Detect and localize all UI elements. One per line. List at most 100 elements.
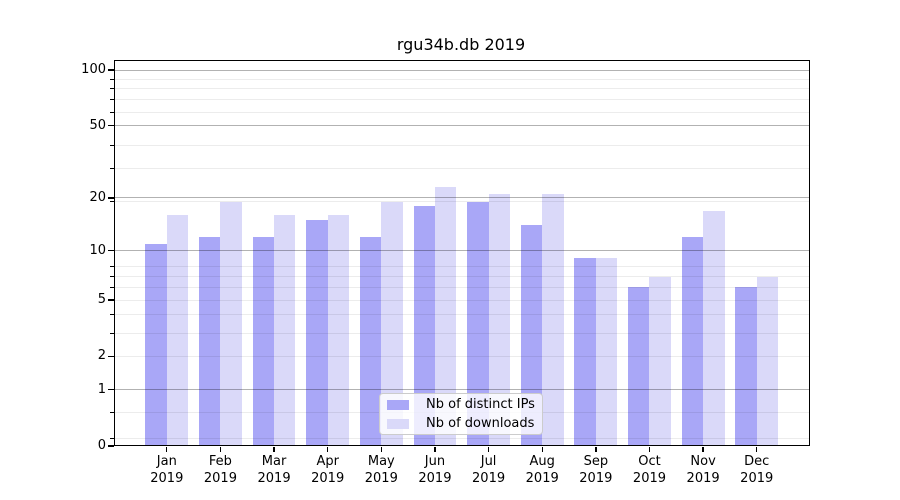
x-tick-label: Jan 2019	[150, 454, 184, 486]
bar	[381, 201, 403, 446]
gridline-minor	[113, 437, 810, 439]
gridline-major	[113, 125, 810, 127]
gridline-minor	[113, 266, 810, 268]
bar	[628, 287, 650, 446]
y-tick-label: 0	[97, 438, 106, 453]
x-tick-label: Apr 2019	[311, 454, 345, 486]
x-tick	[541, 446, 543, 452]
y-minor-tick	[110, 111, 114, 113]
bar	[413, 206, 435, 446]
x-tick-label: Jun 2019	[418, 454, 452, 486]
y-tick-label: 10	[89, 242, 106, 258]
y-minor-tick	[110, 332, 114, 334]
bar	[220, 201, 242, 446]
gridline-minor	[113, 276, 810, 278]
bar	[359, 237, 382, 446]
y-tick	[108, 249, 114, 252]
x-tick	[434, 446, 436, 452]
gridline-minor	[113, 88, 810, 90]
gridline-minor	[113, 78, 810, 80]
legend: Nb of distinct IPs Nb of downloads	[379, 393, 543, 435]
bar	[756, 276, 779, 446]
bar	[488, 194, 511, 446]
y-tick-label: 2	[97, 348, 106, 364]
y-minor-tick	[110, 99, 114, 101]
x-tick	[380, 446, 382, 452]
legend-swatch-distinct-ips	[387, 399, 409, 410]
y-minor-tick	[110, 355, 114, 357]
y-tick-label: 20	[89, 189, 106, 205]
bar	[574, 258, 596, 446]
gridline-minor	[113, 332, 810, 334]
y-tick-label: 50	[89, 117, 106, 133]
gridline-minor	[113, 355, 810, 357]
bar	[306, 220, 328, 446]
x-tick-label: Jul 2019	[472, 454, 506, 486]
x-tick-label: Oct 2019	[632, 454, 667, 486]
bar	[467, 201, 489, 446]
x-tick-label: Aug 2019	[525, 454, 559, 486]
bar	[166, 215, 189, 446]
gridline-minor	[113, 144, 810, 146]
gridline-minor	[113, 111, 810, 113]
y-minor-tick	[110, 144, 114, 146]
y-minor-tick	[110, 266, 114, 268]
y-minor-tick	[110, 314, 114, 316]
legend-item: Nb of downloads	[380, 416, 542, 432]
bar	[520, 225, 543, 446]
bar	[735, 287, 757, 446]
y-tick	[108, 69, 114, 71]
bars-layer	[114, 60, 810, 446]
legend-swatch-downloads	[387, 418, 409, 429]
x-tick-label: Mar 2019	[257, 454, 291, 486]
x-tick	[756, 446, 758, 452]
gridline-minor	[113, 99, 810, 101]
bar	[595, 258, 618, 446]
bar	[434, 187, 457, 446]
y-minor-tick	[110, 412, 114, 414]
y-tick-label: 1	[97, 381, 106, 397]
x-tick	[273, 446, 275, 452]
bar	[252, 237, 275, 446]
x-tick	[648, 446, 651, 452]
y-tick-label: 100	[81, 62, 106, 77]
x-tick-label: Nov 2019	[686, 454, 720, 486]
y-minor-tick	[110, 78, 114, 80]
gridline-minor	[113, 314, 810, 316]
bar	[649, 276, 671, 446]
legend-label: Nb of downloads	[426, 416, 535, 431]
bar	[274, 215, 296, 446]
bar	[703, 210, 725, 446]
gridline-minor	[113, 299, 810, 301]
x-tick-label: Feb 2019	[203, 454, 237, 486]
y-tick-label: 5	[97, 292, 106, 308]
x-tick	[702, 446, 704, 452]
y-minor-tick	[110, 286, 114, 288]
y-tick	[108, 124, 114, 127]
y-minor-tick	[110, 437, 114, 439]
chart-title: rgu34b.db 2019	[396, 35, 526, 54]
x-tick-label: May 2019	[364, 454, 398, 486]
bar	[198, 237, 221, 446]
x-tick	[166, 446, 168, 452]
gridline-major	[113, 250, 810, 252]
gridline-major	[113, 69, 810, 71]
x-tick	[595, 446, 597, 452]
y-minor-tick	[110, 299, 114, 301]
legend-item: Nb of distinct IPs	[380, 397, 542, 413]
y-minor-tick	[110, 276, 114, 278]
x-tick	[487, 446, 490, 452]
plot-area	[113, 60, 810, 446]
x-tick-label: Sep 2019	[579, 454, 613, 486]
gridline-major	[113, 197, 810, 199]
gridline-major	[113, 389, 810, 391]
y-tick	[108, 388, 114, 391]
grid-layer	[113, 60, 810, 446]
bar	[681, 237, 704, 446]
gridline-minor	[113, 201, 810, 203]
gridline-minor	[113, 286, 810, 288]
y-minor-tick	[110, 88, 114, 90]
legend-label: Nb of distinct IPs	[426, 397, 535, 412]
x-tick-label: Dec 2019	[740, 454, 774, 486]
